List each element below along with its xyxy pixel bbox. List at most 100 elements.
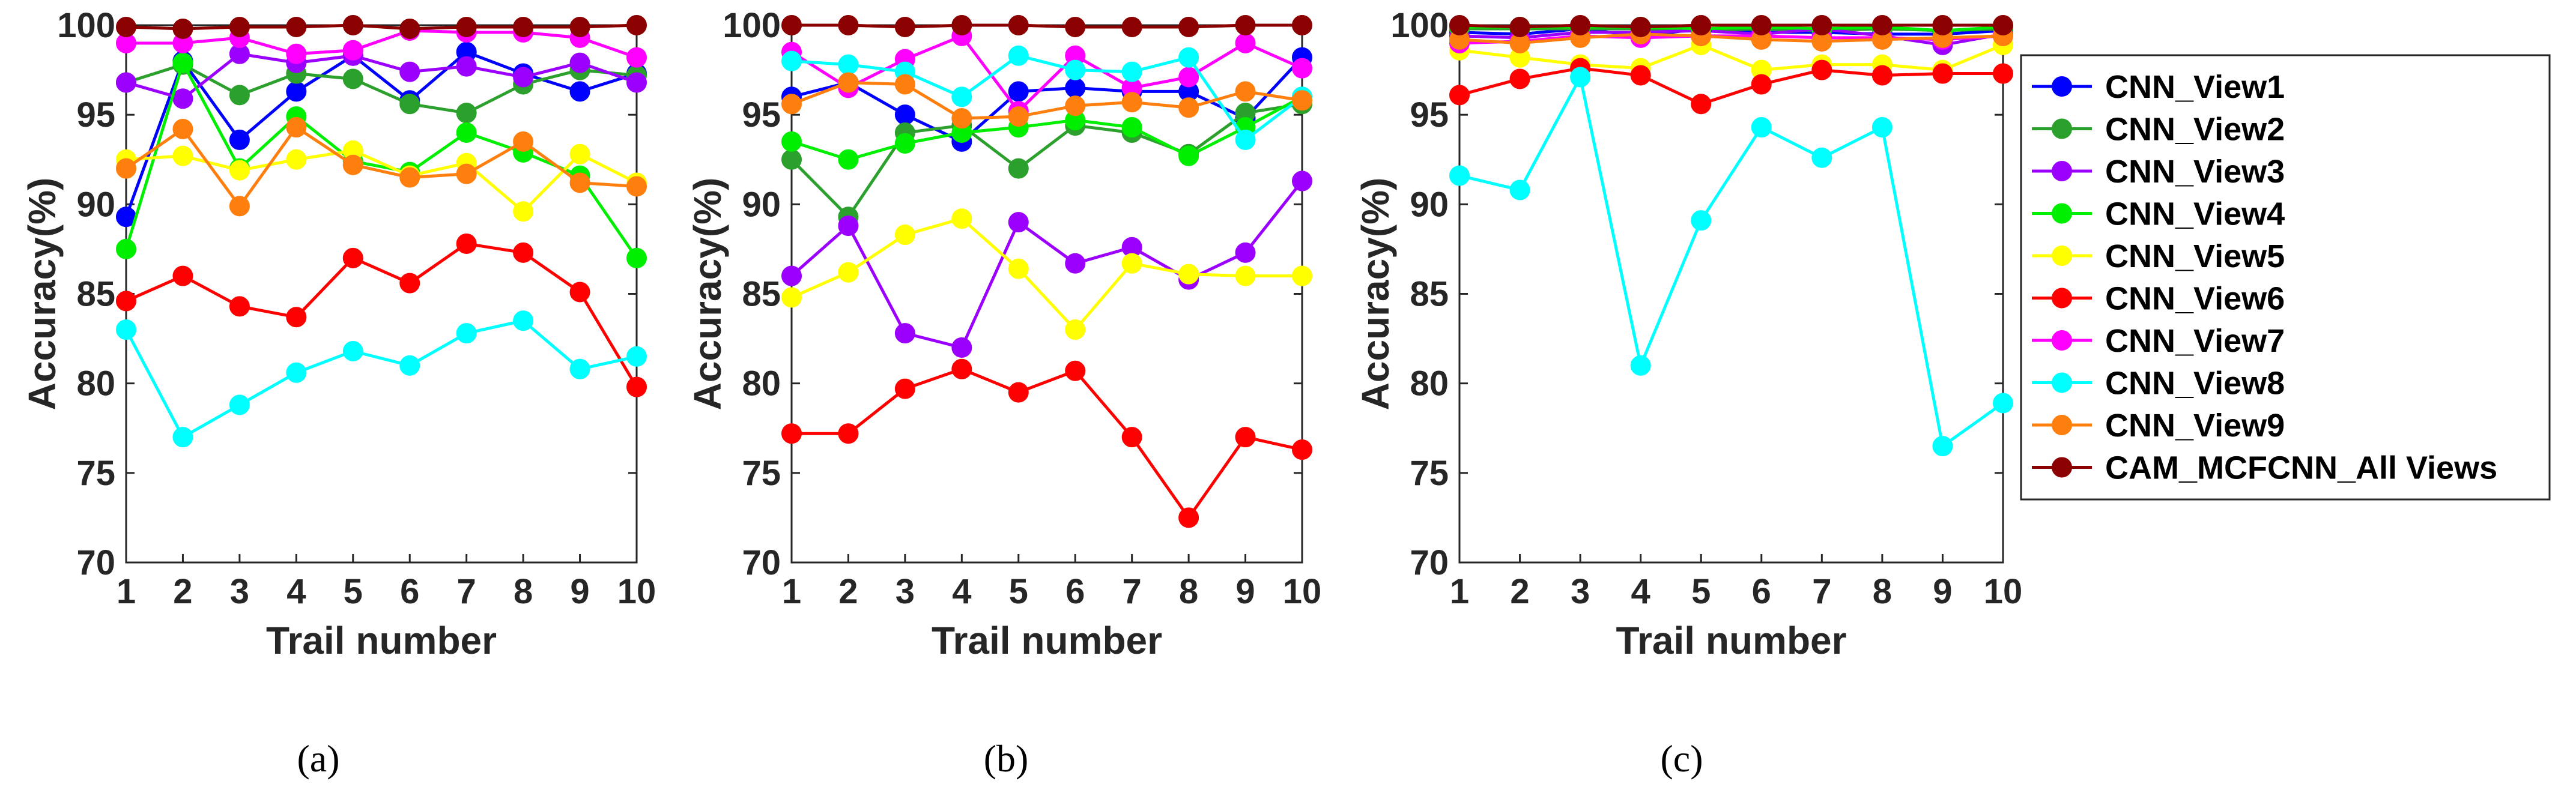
plot-area: [790, 24, 1303, 564]
data-point: CNN_View6 trail 4: 83.7: [286, 307, 307, 328]
data-point: CNN_View1 trail 3: 93.6: [229, 129, 250, 150]
y-tick-label: 95: [742, 95, 781, 134]
data-point: CNN_View8 trail 5: 89.1: [1691, 210, 1712, 231]
data-point: CNN_View6 trail 5: 79.5: [1008, 382, 1029, 403]
series-line: [792, 367, 1303, 520]
x-tick-label: 7: [1123, 572, 1142, 611]
y-tick-label: 85: [1410, 275, 1449, 314]
legend-label: CAM_MCFCNN_All Views: [2105, 450, 2497, 486]
data-point: CNN_View5 trail 10: 86: [1292, 265, 1312, 286]
data-point: CNN_View3 trail 7: 97.7: [456, 56, 477, 77]
series-cam-mcfcnn-all-views: CAM_MCFCNN_All Views trail 1: 100 CAM_MCF…: [1449, 15, 2013, 37]
data-point: CNN_View8 trail 8: 98.2: [1178, 47, 1199, 68]
series-cam-mcfcnn-all-views: CAM_MCFCNN_All Views trail 1: 100 CAM_MCF…: [781, 15, 1312, 37]
y-tick-label: 70: [1410, 543, 1449, 582]
x-tick-label: 8: [1873, 572, 1892, 611]
data-point: CAM_MCFCNN_All Views trail 8: 99.9: [513, 16, 534, 37]
legend-item: CNN_View8: [2032, 366, 2285, 402]
legend-item: CNN_View6: [2032, 281, 2285, 317]
data-point: CAM_MCFCNN_All Views trail 2: 99.8: [172, 18, 193, 39]
data-point: CNN_View5 trail 9: 86: [1235, 265, 1256, 286]
x-tick-label: 2: [1510, 572, 1529, 611]
y-tick-label: 70: [742, 543, 781, 582]
legend-item: CAM_MCFCNN_All Views: [2032, 450, 2497, 486]
data-point: CAM_MCFCNN_All Views trail 4: 100: [951, 15, 972, 35]
data-point: CNN_View7 trail 5: 98.6: [342, 40, 363, 61]
legend: CNN_View1 CNN_View2 CNN_View3 CNN_View4 CNN_…: [2020, 54, 2551, 501]
data-point: CAM_MCFCNN_All Views trail 1: 100: [781, 15, 802, 35]
data-point: CNN_View8 trail 4: 80.6: [286, 362, 307, 383]
series-line: [1459, 73, 2004, 449]
x-tick-label: 7: [457, 572, 476, 611]
series-line: [790, 102, 1303, 220]
data-point: CNN_View5 trail 8: 89.6: [513, 201, 534, 222]
data-point: CNN_View3 trail 1: 86: [781, 265, 802, 286]
data-point: CNN_View2 trail 5: 97: [342, 68, 363, 89]
legend-label: CNN_View8: [2105, 366, 2285, 402]
y-tick-label: 80: [1410, 364, 1449, 403]
data-point: CNN_View6 trail 1: 77.2: [781, 423, 802, 444]
data-point: CNN_View8 trail 2: 97.8: [838, 54, 859, 75]
plot-area: [1458, 24, 2004, 564]
data-point: CNN_View5 trail 5: 86.4: [1008, 258, 1029, 279]
data-point: CNN_View2 trail 1: 92.5: [781, 149, 802, 170]
series-cnn-view8: CNN_View8 trail 1: 91.6 CNN_View8 trail 2…: [1449, 67, 2013, 457]
series-line: [126, 62, 637, 115]
legend-item: CNN_View4: [2032, 196, 2285, 232]
data-point: CNN_View3 trail 9: 87.3: [1235, 242, 1256, 263]
y-tick-label: 90: [76, 185, 115, 224]
data-point: CAM_MCFCNN_All Views trail 4: 99.9: [1630, 16, 1651, 37]
y-axis-label: Accuracy(%): [1354, 178, 1397, 411]
data-point: CNN_View6 trail 3: 84.3: [229, 296, 250, 317]
data-point: CAM_MCFCNN_All Views trail 8: 99.9: [1178, 16, 1199, 37]
x-tick-label: 9: [570, 572, 589, 611]
data-point: CNN_View4 trail 2: 92.5: [838, 149, 859, 170]
data-point: CNN_View7 trail 8: 97.1: [1178, 67, 1199, 88]
y-tick-label: 75: [76, 454, 115, 493]
series-line: [124, 319, 637, 439]
y-tick-label: 70: [76, 543, 115, 582]
data-point: CNN_View9 trail 2: 94.2: [172, 119, 193, 140]
data-point: CNN_View7 trail 10: 98.2: [626, 47, 647, 68]
data-point: CNN_View9 trail 5: 92.2: [342, 154, 363, 175]
x-tick-label: 3: [230, 572, 249, 611]
x-tick-label: 5: [1691, 572, 1711, 611]
series-cnn-view8: CNN_View8 trail 1: 98 CNN_View8 trail 2: …: [781, 45, 1312, 150]
data-point: CNN_View8 trail 10: 78.9: [1993, 393, 2013, 414]
series-line: [1459, 23, 2003, 29]
data-point: CNN_View8 trail 7: 92.6: [1811, 147, 1832, 168]
data-point: CNN_View6 trail 9: 77: [1235, 427, 1256, 448]
data-point: CNN_View4 trail 1: 93.5: [781, 131, 802, 152]
legend-label: CNN_View4: [2105, 196, 2285, 232]
data-point: CNN_View5 trail 6: 83: [1065, 319, 1086, 340]
panel-caption: (b): [984, 737, 1029, 780]
data-point: CNN_View9 trail 9: 91.2: [569, 172, 590, 193]
data-point: CNN_View6 trail 5: 95.6: [1691, 94, 1712, 115]
y-tick-label: 80: [742, 364, 781, 403]
x-axis-label: Trail number: [932, 619, 1162, 662]
data-point: CNN_View2 trail 3: 96.1: [229, 85, 250, 106]
series-line: [791, 56, 1303, 143]
data-point: CNN_View8 trail 2: 90.8: [1509, 179, 1530, 201]
x-tick-label: 3: [1571, 572, 1590, 611]
series-line: [791, 95, 1303, 161]
y-tick-label: 75: [742, 454, 781, 493]
data-point: CAM_MCFCNN_All Views trail 10: 100: [626, 15, 647, 35]
legend-marker: [2052, 118, 2072, 139]
data-point: CNN_View8 trail 1: 91.6: [1449, 165, 1470, 186]
x-tick-label: 2: [173, 572, 192, 611]
data-point: CNN_View3 trail 8: 97.1: [513, 67, 534, 88]
data-point: CNN_View5 trail 2: 92.7: [172, 145, 193, 166]
data-point: CNN_View8 trail 9: 80.8: [569, 358, 590, 379]
data-point: CAM_MCFCNN_All Views trail 5: 100: [1008, 15, 1029, 35]
y-tick-label: 80: [76, 364, 115, 403]
data-point: CAM_MCFCNN_All Views trail 10: 100: [1292, 15, 1312, 35]
data-point: CAM_MCFCNN_All Views trail 9: 100: [1932, 15, 1953, 35]
legend-label: CNN_View7: [2105, 323, 2285, 359]
data-point: CNN_View8 trail 9: 76.5: [1932, 436, 1953, 457]
chart-panel-1: 70 75 80 85 90 95 100 1 2 3 4 5 6 7 8 9 10 Trail number Ac…: [20, 6, 656, 780]
x-tick-label: 7: [1812, 572, 1831, 611]
data-point: CNN_View3 trail 2: 95.9: [172, 88, 193, 109]
data-point: CNN_View7 trail 10: 97.6: [1292, 58, 1312, 79]
